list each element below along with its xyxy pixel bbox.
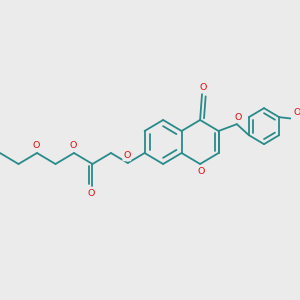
Text: O: O <box>88 188 95 197</box>
Text: O: O <box>69 142 77 151</box>
Text: O: O <box>199 83 207 92</box>
Text: O: O <box>123 152 130 160</box>
Text: O: O <box>234 113 242 122</box>
Text: O: O <box>294 108 300 117</box>
Text: O: O <box>32 142 40 151</box>
Text: O: O <box>197 167 205 176</box>
